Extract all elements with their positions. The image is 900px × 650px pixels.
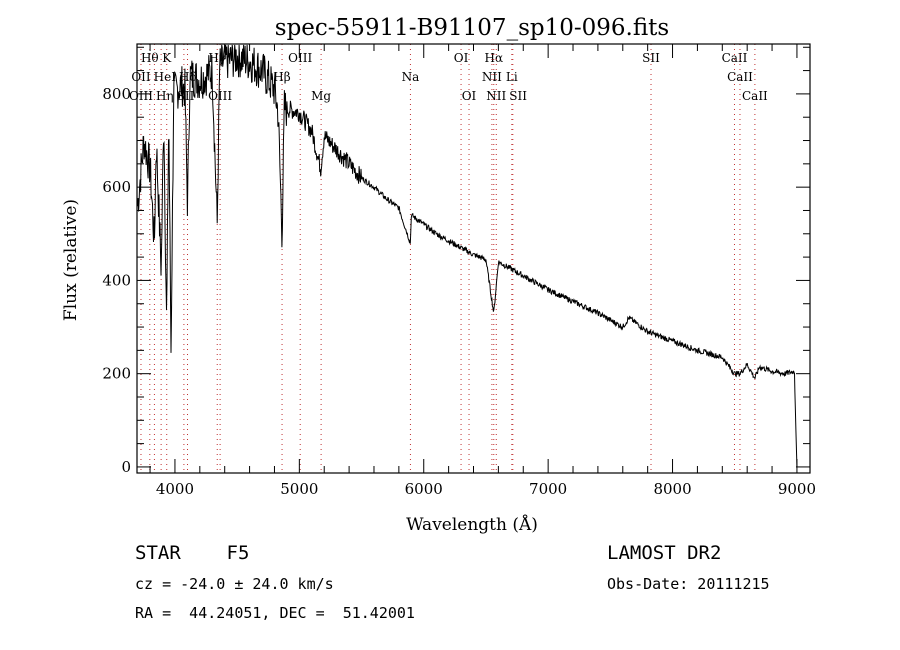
line-label: NII <box>482 70 502 84</box>
line-label: K <box>162 51 172 65</box>
line-label: Hθ <box>141 51 159 65</box>
line-label: CaII <box>722 51 748 65</box>
x-axis-label: Wavelength (Å) <box>406 514 538 535</box>
y-tick-label: 800 <box>102 85 131 103</box>
obs-date: Obs-Date: 20111215 <box>607 575 770 593</box>
plot-frame <box>136 43 811 474</box>
coordinates: RA = 44.24051, DEC = 51.42001 <box>135 604 415 622</box>
x-tick-label: 8000 <box>653 480 691 498</box>
object-class: STAR F5 <box>135 542 250 564</box>
x-tick-label: 9000 <box>778 480 816 498</box>
line-label: SII <box>509 89 527 103</box>
y-axis-label: Flux (relative) <box>61 199 81 321</box>
y-tick-label: 200 <box>102 365 131 383</box>
line-label: SII <box>642 51 660 65</box>
line-label: Hα <box>485 51 504 65</box>
line-label: OIII <box>129 89 153 103</box>
line-label: Li <box>506 70 518 84</box>
spectrum-line <box>137 44 798 467</box>
line-label: HeI <box>154 70 177 84</box>
line-label: OI <box>462 89 477 103</box>
line-label: Na <box>402 70 420 84</box>
line-label: OIII <box>288 51 312 65</box>
line-label: NII <box>486 89 506 103</box>
x-tick-label: 4000 <box>156 480 194 498</box>
y-tick-label: 0 <box>121 458 131 476</box>
line-label: OIII <box>208 89 232 103</box>
x-tick-label: 6000 <box>405 480 443 498</box>
line-label: Hβ <box>273 70 290 84</box>
redshift-text: cz = -24.0 ± 24.0 km/s <box>135 575 334 593</box>
survey-label: LAMOST DR2 <box>607 542 722 564</box>
line-label: Mg <box>311 89 331 103</box>
y-tick-label: 600 <box>102 178 131 196</box>
x-tick-label: 7000 <box>529 480 567 498</box>
line-label: OI <box>454 51 469 65</box>
chart-title: spec-55911-B91107_sp10-096.fits <box>275 15 669 41</box>
y-tick-label: 400 <box>102 271 131 289</box>
line-label: Hη <box>156 89 174 103</box>
line-label: CaII <box>742 89 768 103</box>
line-label: OII <box>131 70 151 84</box>
line-label: CaII <box>727 70 753 84</box>
x-tick-label: 5000 <box>280 480 318 498</box>
axis-ticks: 4000 5000 6000 7000 8000 9000 0 200 400 600 800 <box>102 44 816 498</box>
